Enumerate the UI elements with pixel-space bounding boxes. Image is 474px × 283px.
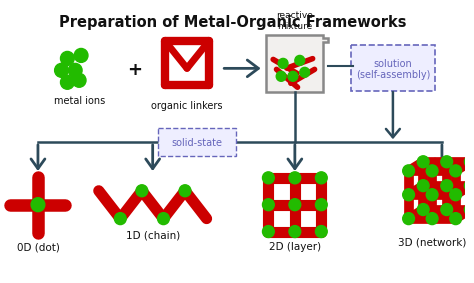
Circle shape [403, 189, 414, 201]
Circle shape [441, 156, 453, 168]
Circle shape [157, 213, 169, 225]
Circle shape [55, 63, 68, 77]
FancyBboxPatch shape [157, 128, 236, 156]
Circle shape [300, 67, 310, 77]
Circle shape [426, 165, 438, 177]
Text: organic linkers: organic linkers [151, 101, 223, 111]
Text: reactive
mixture: reactive mixture [276, 11, 313, 31]
Circle shape [61, 52, 74, 65]
Circle shape [31, 198, 45, 212]
Text: metal ions: metal ions [54, 96, 105, 106]
Circle shape [417, 203, 429, 216]
Circle shape [114, 213, 126, 225]
Circle shape [403, 213, 414, 225]
Text: 3D (network): 3D (network) [398, 238, 466, 248]
Circle shape [278, 58, 288, 68]
Circle shape [426, 213, 438, 225]
Circle shape [72, 73, 86, 87]
Text: solution
(self-assembly): solution (self-assembly) [356, 59, 430, 80]
Circle shape [263, 226, 274, 237]
Text: 0D (dot): 0D (dot) [17, 243, 59, 252]
Circle shape [450, 165, 462, 177]
Circle shape [403, 165, 414, 177]
Circle shape [61, 75, 74, 89]
Circle shape [426, 189, 438, 201]
Text: 1D (chain): 1D (chain) [126, 231, 180, 241]
Circle shape [263, 172, 274, 184]
Circle shape [465, 180, 474, 192]
Circle shape [276, 71, 286, 81]
Circle shape [288, 71, 298, 81]
Circle shape [179, 185, 191, 197]
Circle shape [74, 48, 88, 62]
Circle shape [136, 185, 148, 197]
FancyBboxPatch shape [351, 46, 435, 91]
Circle shape [68, 63, 82, 77]
Circle shape [289, 199, 301, 211]
Circle shape [295, 55, 305, 65]
Text: Preparation of Metal-Organic Frameworks: Preparation of Metal-Organic Frameworks [59, 15, 407, 30]
Circle shape [315, 172, 327, 184]
Text: 2D (layer): 2D (layer) [269, 241, 321, 252]
Circle shape [263, 199, 274, 211]
Circle shape [450, 189, 462, 201]
Circle shape [465, 203, 474, 216]
Circle shape [417, 156, 429, 168]
Text: solid-state: solid-state [171, 138, 222, 148]
Circle shape [450, 213, 462, 225]
Circle shape [441, 203, 453, 216]
Text: +: + [128, 61, 143, 79]
Circle shape [465, 156, 474, 168]
Circle shape [289, 172, 301, 184]
Circle shape [315, 199, 327, 211]
Circle shape [315, 226, 327, 237]
Circle shape [289, 226, 301, 237]
Circle shape [417, 180, 429, 192]
Polygon shape [266, 35, 328, 92]
Circle shape [441, 180, 453, 192]
